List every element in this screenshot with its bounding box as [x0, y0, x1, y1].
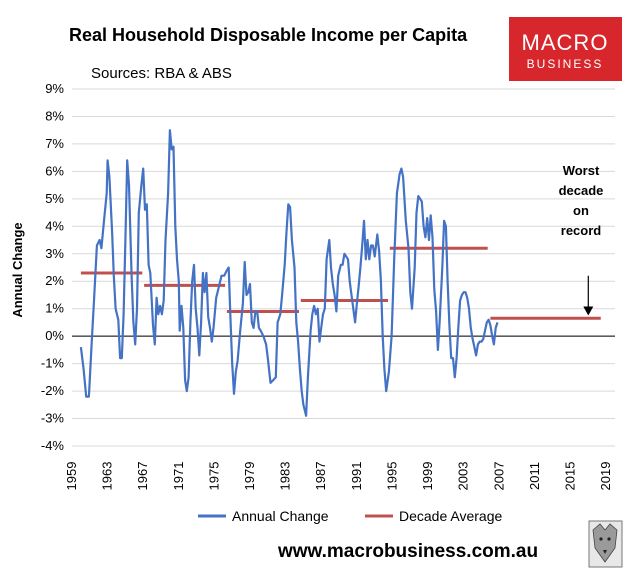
logo-background [509, 17, 622, 81]
y-tick-label: -1% [41, 356, 65, 371]
x-tick-label: 1975 [206, 462, 221, 491]
x-tick-label: 2019 [598, 462, 613, 491]
annual-change-series [79, 129, 499, 417]
y-tick-label: 0% [45, 328, 64, 343]
y-tick-label: -3% [41, 411, 65, 426]
annotation-line-1: Worst [563, 163, 600, 178]
y-tick-label: 2% [45, 273, 64, 288]
x-tick-label: 1987 [313, 462, 328, 491]
y-tick-label: 3% [45, 246, 64, 261]
y-axis-title: Annual Change [10, 222, 25, 317]
logo-line2: BUSINESS [527, 57, 604, 71]
decade-average-series [80, 246, 601, 320]
x-tick-label: 1959 [64, 462, 79, 491]
x-tick-label: 1967 [135, 462, 150, 491]
x-tick-label: 1983 [278, 462, 293, 491]
x-tick-label: 1991 [349, 462, 364, 491]
chart-subtitle: Sources: RBA & ABS [91, 65, 232, 82]
macrobusiness-logo: MACRO BUSINESS [509, 17, 622, 81]
x-tick-label: 1999 [420, 462, 435, 491]
logo-line1: MACRO [522, 30, 609, 55]
x-tick-label: 1971 [171, 462, 186, 491]
y-tick-label: 1% [45, 301, 64, 316]
x-tick-label: 1963 [100, 462, 115, 491]
legend: Annual Change Decade Average [198, 508, 502, 524]
gridlines [72, 88, 615, 447]
footer-url: www.macrobusiness.com.au [277, 541, 538, 562]
legend-label-annual-change: Annual Change [232, 508, 329, 524]
worst-decade-annotation: Worst decade on record [559, 163, 604, 238]
y-tick-label: 9% [45, 81, 64, 96]
wolf-logo-icon [588, 520, 623, 568]
y-tick-label: -2% [41, 383, 65, 398]
x-tick-label: 1995 [384, 462, 399, 491]
annotation-line-2: decade [559, 183, 604, 198]
x-tick-label: 1979 [242, 462, 257, 491]
y-tick-label: 7% [45, 136, 64, 151]
annotation-line-3: on [573, 203, 589, 218]
arrow-head [583, 306, 594, 316]
y-tick-label: 4% [45, 218, 64, 233]
legend-label-decade-average: Decade Average [399, 508, 502, 524]
chart-title: Real Household Disposable Income per Cap… [69, 25, 468, 45]
x-tick-label: 2003 [456, 462, 471, 491]
annotation-arrow [583, 275, 594, 316]
y-tick-label: -4% [41, 438, 65, 453]
y-tick-label: 5% [45, 191, 64, 206]
x-axis-tick-labels: 1959 1963 1967 1971 1975 1979 1983 1987 1991 1995… [64, 462, 613, 491]
annotation-line-4: record [561, 223, 602, 238]
x-tick-label: 2015 [562, 462, 577, 491]
y-tick-label: 8% [45, 108, 64, 123]
x-tick-label: 2007 [491, 462, 506, 491]
y-axis-tick-labels: 9% 8% 7% 6% 5% 4% 3% 2% 1% 0% -1% -2% -3% -4% [41, 81, 65, 453]
y-tick-label: 6% [45, 163, 64, 178]
x-tick-label: 2011 [527, 462, 542, 490]
